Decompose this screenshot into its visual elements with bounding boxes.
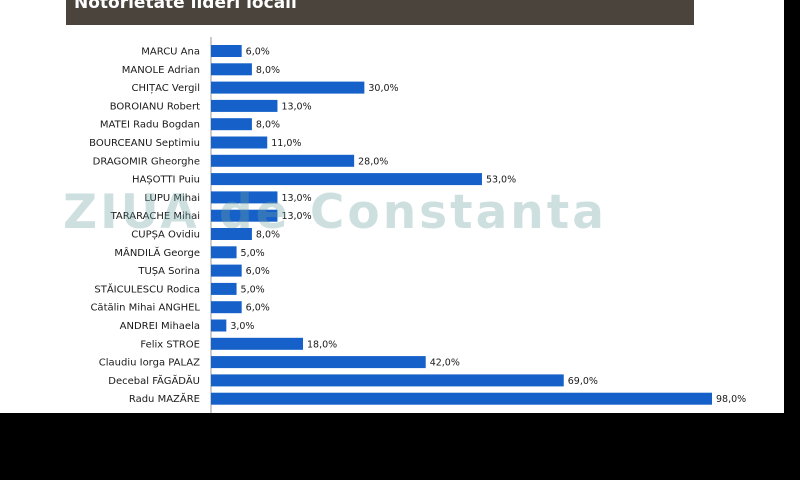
bar (211, 154, 355, 167)
data-label: 13,0% (281, 193, 311, 204)
data-label: 28,0% (358, 156, 388, 167)
category-label: ANDREI Mihaela (120, 321, 200, 332)
bar (211, 99, 278, 112)
category-label: LUPU Mihai (144, 193, 200, 204)
bar (211, 209, 278, 222)
data-label: 30,0% (368, 83, 398, 94)
bar (211, 301, 242, 314)
data-label: 53,0% (486, 175, 516, 186)
bar (211, 228, 252, 240)
bar-chart: MARCU Ana 6,0% MANOLE Adrian 8,0% CHIȚAC Ver… (89, 37, 746, 413)
bar (211, 392, 712, 405)
data-label: 98,0% (716, 394, 746, 405)
bar (211, 173, 482, 186)
bar (211, 374, 564, 387)
bar (211, 136, 268, 149)
category-label: Cătălin Mihai ANGHEL (90, 303, 200, 314)
category-label: Felix STROE (140, 339, 200, 350)
category-label: HAȘOTTI Puiu (132, 175, 200, 186)
data-label: 8,0% (256, 230, 280, 241)
bar (211, 319, 227, 332)
data-label: 6,0% (246, 303, 270, 314)
category-label: TARARACHE Mihai (110, 211, 200, 222)
category-label: Claudiu Iorga PALAZ (99, 358, 200, 369)
bar (211, 63, 252, 76)
category-label: MARCU Ana (141, 47, 200, 58)
bar (211, 81, 365, 94)
data-label: 13,0% (281, 211, 311, 222)
category-label: MANOLE Adrian (122, 65, 200, 76)
category-label: STĂICULESCU Rodica (94, 282, 200, 295)
category-label: TUȘA Sorina (137, 266, 200, 277)
data-label: 3,0% (230, 321, 254, 332)
chart-title: Notorietate lideri locali (74, 0, 297, 13)
bar (211, 356, 426, 369)
data-label: 11,0% (271, 138, 301, 149)
bar (211, 264, 242, 277)
category-label: DRAGOMIR Gheorghe (93, 156, 200, 167)
category-label: BOURCEANU Septimiu (89, 138, 200, 149)
data-label: 8,0% (256, 120, 280, 131)
bar (211, 191, 278, 204)
data-label: 69,0% (568, 376, 598, 387)
category-label: MÂNDILĂ George (114, 246, 200, 259)
data-label: 6,0% (246, 266, 270, 277)
bar (211, 337, 304, 350)
category-label: CUPȘA Ovidiu (131, 230, 200, 241)
category-label: Radu MAZĂRE (129, 392, 200, 405)
category-label: Decebal FĂGĂDĂU (108, 374, 200, 387)
category-label: MATEI Radu Bogdan (100, 120, 200, 131)
category-label: CHIȚAC Vergil (132, 83, 200, 94)
data-label: 8,0% (256, 65, 280, 76)
data-label: 6,0% (246, 47, 270, 58)
bar (211, 118, 252, 131)
bar (211, 246, 237, 259)
category-label: BOROIANU Robert (110, 101, 200, 112)
data-label: 5,0% (241, 284, 265, 295)
right-edge-strip (784, 0, 800, 413)
chart-title-bar: Notorietate lideri locali (66, 0, 694, 25)
data-label: 5,0% (241, 248, 265, 259)
bar (211, 45, 242, 57)
data-label: 18,0% (307, 339, 337, 350)
data-label: 13,0% (281, 101, 311, 112)
bar (211, 282, 237, 295)
data-label: 42,0% (430, 358, 460, 369)
slide: Notorietate lideri locali MARCU Ana 6,0% M… (0, 0, 800, 413)
